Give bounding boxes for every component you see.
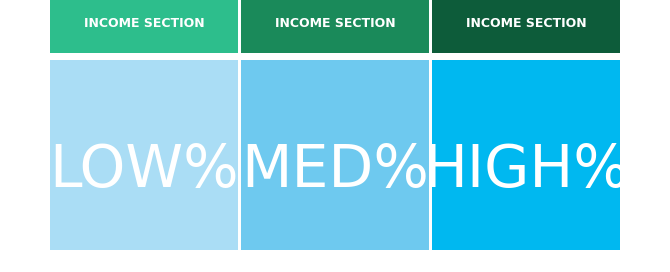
Text: INCOME SECTION: INCOME SECTION [466,17,586,30]
Text: MED%: MED% [241,142,429,199]
FancyBboxPatch shape [432,60,620,250]
FancyBboxPatch shape [50,60,238,250]
FancyBboxPatch shape [241,0,429,53]
Text: LOW%: LOW% [49,142,239,199]
FancyBboxPatch shape [241,60,429,250]
Text: HIGH%: HIGH% [423,142,629,199]
Text: INCOME SECTION: INCOME SECTION [275,17,395,30]
Text: INCOME SECTION: INCOME SECTION [84,17,204,30]
FancyBboxPatch shape [432,0,620,53]
FancyBboxPatch shape [50,0,238,53]
